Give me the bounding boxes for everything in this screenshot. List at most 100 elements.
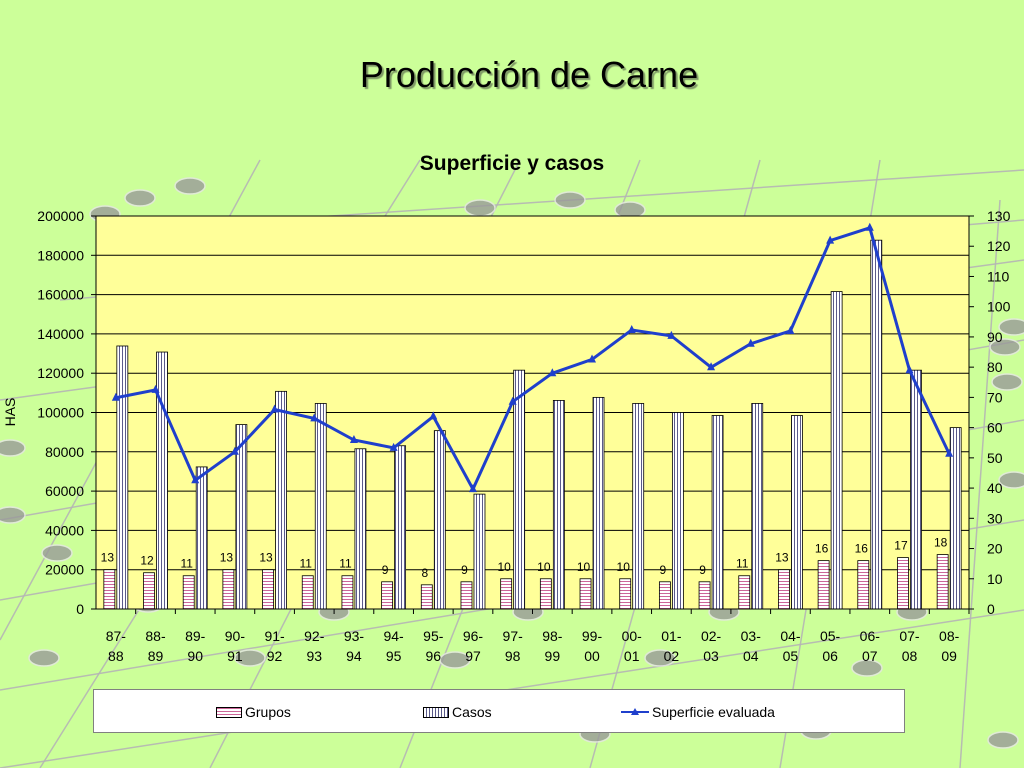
line-marker: [230, 446, 239, 455]
bar-casos: [592, 396, 605, 610]
data-label-grupos: 13: [101, 551, 115, 565]
line-marker: [111, 392, 120, 401]
bar-casos: [711, 415, 724, 610]
line-marker: [786, 325, 795, 334]
y-tick-label: 80000: [45, 444, 84, 460]
data-label-grupos: 18: [934, 536, 948, 550]
x-tick-label: 04-05: [780, 628, 801, 664]
bar-grupos: [698, 581, 711, 610]
bar-casos: [275, 390, 287, 610]
y-axis-label: HAS: [2, 398, 18, 427]
y-tick-label: 180000: [37, 247, 84, 263]
data-label-grupos: 17: [894, 539, 908, 553]
bar-grupos: [182, 575, 195, 610]
bar-grupos: [222, 569, 235, 610]
line-marker: [468, 484, 477, 493]
y-tick-label: 100000: [37, 405, 84, 421]
bar-grupos: [897, 557, 909, 610]
y-tick-label: 200000: [37, 208, 84, 224]
x-tick-label: 07-08: [899, 628, 920, 664]
bg-disc: [851, 659, 883, 677]
x-tick-label: 01-02: [661, 628, 682, 664]
bg-disc: [234, 649, 266, 667]
x-tick-label: 96-97: [463, 628, 484, 664]
bg-disc: [644, 649, 676, 667]
chart-title: Superficie y casos: [420, 152, 604, 175]
bar-grupos: [738, 575, 751, 610]
x-tick-label: 92-93: [304, 628, 325, 664]
line-marker: [310, 413, 319, 422]
bg-disc: [989, 338, 1021, 356]
line-marker: [191, 475, 200, 484]
bg-grid-line: [959, 199, 1001, 768]
bar-grupos: [778, 569, 790, 610]
y2-tick-label: 0: [987, 601, 995, 617]
line-marker: [707, 362, 716, 371]
data-label-grupos: 10: [537, 560, 551, 574]
legend-swatch-superficie: [621, 707, 649, 717]
data-label-grupos: 13: [259, 551, 273, 565]
bg-disc: [998, 318, 1024, 336]
x-tick-label: 87-88: [106, 628, 127, 664]
bar-grupos: [381, 581, 394, 610]
y2-tick-label: 130: [987, 208, 1011, 224]
line-marker: [627, 324, 636, 333]
line-marker: [349, 435, 358, 444]
line-marker: [667, 330, 676, 339]
bar-grupos: [619, 578, 632, 610]
x-tick-label: 00-01: [622, 628, 643, 664]
x-tick-label: 97-98: [503, 628, 524, 664]
bar-casos: [791, 415, 803, 610]
data-label-grupos: 11: [339, 557, 352, 571]
bg-disc: [0, 439, 26, 457]
data-label-grupos: 11: [300, 557, 313, 571]
data-label-grupos: 11: [736, 557, 749, 571]
bar-grupos: [301, 575, 314, 610]
x-tick-label: 94-95: [383, 628, 404, 664]
legend-item-grupos: Grupos: [216, 704, 291, 720]
bar-casos: [433, 430, 446, 610]
x-tick-label: 05-06: [820, 628, 841, 664]
legend: Grupos Casos Superficie evaluada: [93, 689, 905, 733]
y2-tick-label: 110: [987, 268, 1010, 284]
data-label-grupos: 13: [220, 551, 234, 565]
line-marker: [905, 365, 914, 374]
data-label-grupos: 12: [140, 554, 154, 568]
slide-title: Producción de Carne: [359, 54, 699, 95]
x-tick-label: 90-91: [225, 628, 246, 664]
bar-casos: [671, 412, 684, 610]
line-marker: [548, 368, 557, 377]
x-tick-label: 88-89: [145, 628, 166, 664]
bar-grupos: [817, 560, 830, 610]
bg-disc: [124, 189, 156, 207]
bg-disc: [991, 373, 1023, 391]
bg-disc: [439, 651, 471, 669]
legend-item-superficie: Superficie evaluada: [621, 704, 775, 720]
bar-grupos: [262, 569, 274, 610]
y2-tick-label: 40: [987, 480, 1003, 496]
bar-grupos: [420, 584, 433, 610]
bar-grupos: [341, 575, 354, 610]
bar-casos: [473, 493, 486, 610]
x-tick-label: 95-96: [423, 628, 444, 664]
bar-casos: [195, 466, 208, 610]
bg-disc: [28, 649, 60, 667]
bg-disc: [0, 506, 26, 524]
bar-grupos: [103, 569, 116, 610]
line-marker: [389, 442, 398, 451]
line-marker: [865, 222, 874, 231]
legend-swatch-grupos: [216, 706, 242, 718]
bar-grupos: [579, 578, 592, 610]
line-series: [111, 222, 954, 493]
bg-disc: [998, 471, 1024, 489]
bar-grupos: [460, 581, 473, 610]
line-superficie: [115, 225, 951, 493]
chart: Superficie y casos 13 12 11 13 13 11 11 9 8 9 10 10…: [2, 152, 1011, 664]
x-tick-label: 91-92: [264, 628, 285, 664]
y-tick-label: 0: [76, 601, 84, 617]
y-tick-label: 40000: [45, 522, 84, 538]
legend-label-casos: Casos: [452, 704, 492, 720]
x-tick-label: 06-07: [860, 628, 881, 664]
y-tick-label: 60000: [45, 483, 84, 499]
bg-disc: [174, 177, 206, 195]
